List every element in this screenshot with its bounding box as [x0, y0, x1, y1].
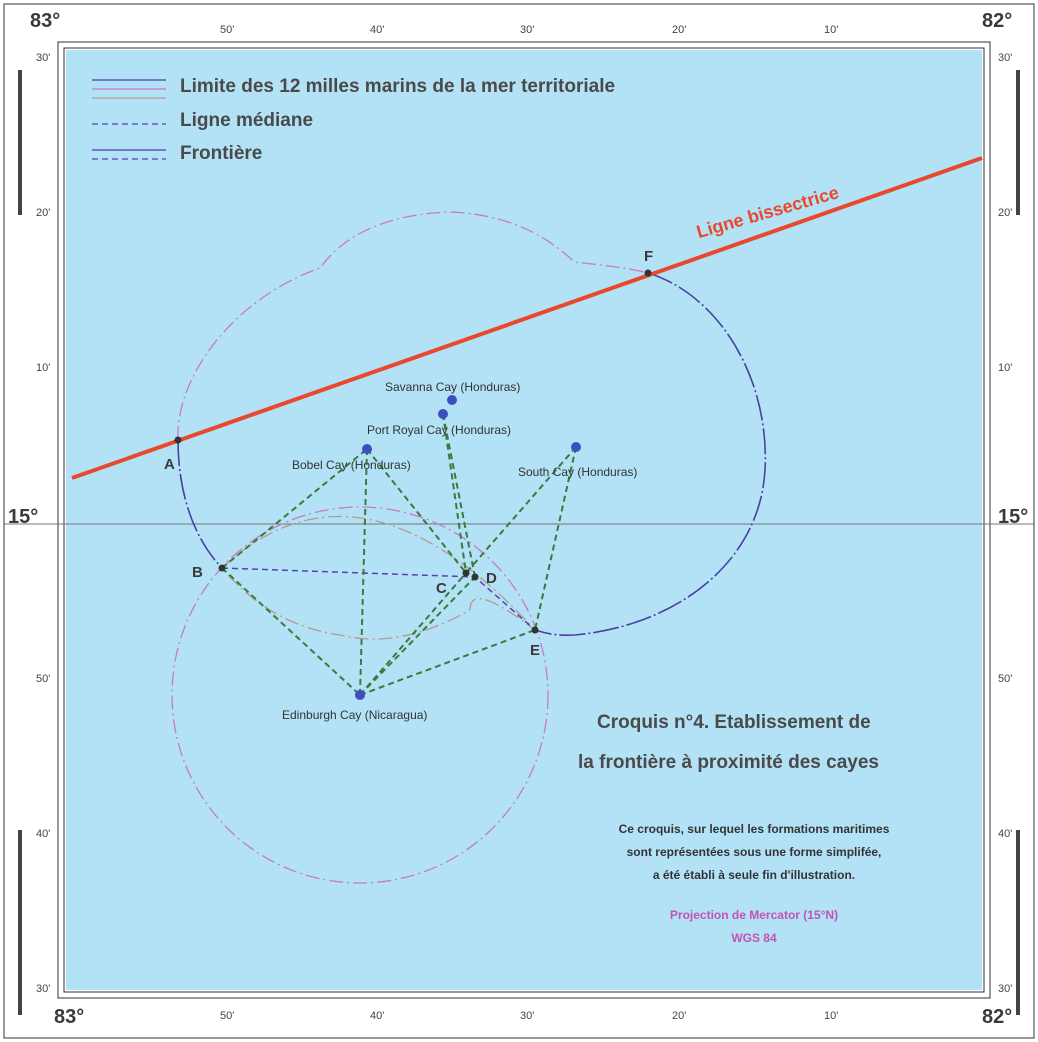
- point-B-label: B: [192, 564, 203, 581]
- frontier-line-east: [534, 272, 767, 636]
- lon-label-bottom-10: 10': [824, 1010, 839, 1022]
- corner-label-tl: 83°: [30, 10, 61, 32]
- point-D-label: D: [486, 570, 497, 587]
- lat-label-left-10: 10': [36, 362, 51, 374]
- datum-label: WGS 84: [731, 931, 777, 945]
- lon-label-top-40: 40': [370, 24, 385, 36]
- bisector-line: [71, 156, 983, 480]
- lon-label-top-10: 10': [824, 24, 839, 36]
- lat-label-right-10: 10': [998, 362, 1013, 374]
- bobel-cay-label: Bobel Cay (Honduras): [292, 458, 411, 472]
- territorial-limit-inner-arc: [221, 515, 536, 640]
- construction-lines: [221, 413, 577, 696]
- point-A-label: A: [164, 456, 175, 473]
- lon-label-bottom-20: 20': [672, 1010, 687, 1022]
- graduated-border: [57, 41, 991, 999]
- south-cay-label: South Cay (Honduras): [518, 465, 638, 479]
- point-C-label: C: [436, 580, 447, 597]
- south-cay-marker: [571, 442, 581, 452]
- lat-label-left-40: 40': [36, 828, 51, 840]
- legend-territorial-label: Limite des 12 milles marins de la mer te…: [180, 76, 616, 97]
- edinburgh-cay-label: Edinburgh Cay (Nicaragua): [282, 708, 428, 722]
- edinburgh-cay-marker: [355, 690, 365, 700]
- lon-label-bottom-40: 40': [370, 1010, 385, 1022]
- savanna-cay-label: Savanna Cay (Honduras): [385, 380, 521, 394]
- point-C-marker: [462, 569, 470, 577]
- cay-markers: [355, 395, 581, 700]
- lat-label-right-50: 50': [998, 673, 1013, 685]
- lat-label-left-30-bottom: 30': [36, 983, 51, 995]
- point-D-marker: [471, 573, 479, 581]
- lat-label-left-50: 50': [36, 673, 51, 685]
- point-E-label: E: [530, 642, 541, 659]
- illustration-note-line-2: sont représentées sous une forme simplif…: [626, 845, 882, 859]
- point-A-marker: [174, 436, 182, 444]
- lon-label-bottom-50: 50': [220, 1010, 235, 1022]
- side-bars: [18, 70, 1020, 1015]
- point-F-label: F: [644, 248, 654, 265]
- map-title-line-2: la frontière à proximité des cayes: [578, 752, 879, 773]
- turning-points: [174, 269, 652, 634]
- lon-label-top-30: 30': [520, 24, 535, 36]
- legend-median-label: Ligne médiane: [180, 110, 314, 131]
- lon-label-top-50: 50': [220, 24, 235, 36]
- map-title-line-1: Croquis n°4. Etablissement de: [597, 712, 871, 733]
- territorial-limit-edinburgh: [171, 506, 549, 884]
- point-F-marker: [644, 269, 652, 277]
- lat-label-left-20: 20': [36, 207, 51, 219]
- port-royal-cay-label: Port Royal Cay (Honduras): [367, 423, 512, 437]
- bobel-cay-marker: [362, 444, 372, 454]
- lat-label-left-30-top: 30': [36, 52, 51, 64]
- sea-area: [66, 50, 982, 990]
- legend-frontier-label: Frontière: [180, 143, 263, 164]
- territorial-limit-honduras-pink: [177, 211, 649, 441]
- lat-label-right-30-bottom: 30': [998, 983, 1013, 995]
- frontier-line-west: [177, 439, 223, 569]
- lon-label-bottom-30: 30': [520, 1010, 535, 1022]
- corner-label-bl: 83°: [54, 1006, 85, 1028]
- savanna-cay-marker: [447, 395, 457, 405]
- lat-label-right-40: 40': [998, 828, 1013, 840]
- legend-symbols: [92, 79, 166, 160]
- corner-label-tr: 82°: [982, 10, 1013, 32]
- projection-label: Projection de Mercator (15°N): [669, 908, 839, 922]
- point-B-marker: [218, 564, 226, 572]
- illustration-note-line-3: a été établi à seule fin d'illustration.: [652, 868, 856, 882]
- lon-label-top-20: 20': [672, 24, 687, 36]
- lat-label-left-15: 15°: [8, 506, 39, 528]
- port-royal-cay-marker: [438, 409, 448, 419]
- lat-label-right-30-top: 30': [998, 52, 1013, 64]
- point-E-marker: [531, 626, 539, 634]
- corner-label-br: 82°: [982, 1006, 1013, 1028]
- lat-label-right-20: 20': [998, 207, 1013, 219]
- lat-label-right-15: 15°: [998, 506, 1029, 528]
- illustration-note-line-1: Ce croquis, sur lequel les formations ma…: [618, 822, 890, 836]
